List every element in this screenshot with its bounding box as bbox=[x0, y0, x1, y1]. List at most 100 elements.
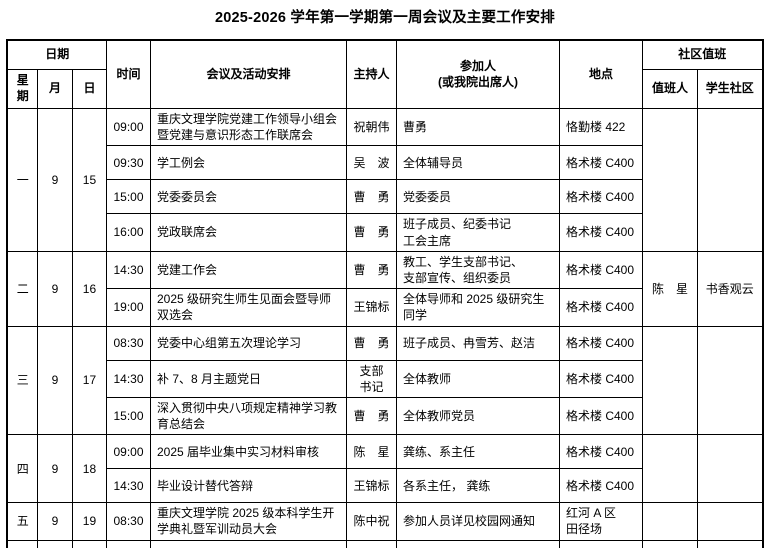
meeting-cell: 2025 级研究生师生见面会暨导师双选会 bbox=[149, 288, 347, 327]
header-weekday: 星期 bbox=[6, 69, 38, 109]
student-community-cell bbox=[696, 325, 764, 436]
table-row: 四 9 18 09:00 2025 届毕业集中实习材料审核陈 星龚练、系主任 格术楼 C4… bbox=[6, 434, 764, 504]
meeting-cell: 2025 届毕业集中实习材料审核 bbox=[149, 434, 347, 470]
month-cell: 9 bbox=[36, 325, 73, 436]
weekday-cell: 二 bbox=[6, 250, 38, 327]
participants-cell: 全体教师 bbox=[395, 359, 560, 398]
header-row-1: 日期 时间 会议及活动安排 主持人 参加人 (或我院出席人) 地点 社区值班 bbox=[6, 39, 764, 109]
meeting-cell: 学工例会 bbox=[149, 145, 347, 181]
weekday-cell: 三 bbox=[6, 325, 38, 436]
meeting-cell: 重庆文理学院 2025 级本科学生开学典礼暨军训动员大会 bbox=[149, 502, 347, 541]
weekday-cell: 一 bbox=[6, 108, 38, 252]
time-cell: 19:00 bbox=[105, 288, 151, 327]
table-row: 二 9 16 14:30 党建工作会曹 勇教工、学生支部书记、 支部宣传、组织委员 格术楼… bbox=[6, 250, 764, 327]
time-cell: 08:30 bbox=[105, 325, 151, 361]
meeting-cell bbox=[149, 539, 347, 548]
header-month: 月 bbox=[36, 69, 73, 109]
schedule-table: 日期 时间 会议及活动安排 主持人 参加人 (或我院出席人) 地点 社区值班 星… bbox=[6, 39, 764, 548]
weekday-cell: 四 bbox=[6, 434, 38, 504]
student-community-cell: 书香观云 bbox=[696, 250, 764, 327]
time-cell: 14:30 bbox=[105, 359, 151, 398]
table-row: 14:30 补 7、8 月主题党日 支部 书记 全体教师 格术楼 C400 bbox=[7, 359, 762, 398]
header-duty-person: 值班人 bbox=[641, 69, 698, 109]
table-row: 15:00 深入贯彻中央八项规定精神学习教育总结会曹 勇全体教师党员 格术楼 C40… bbox=[7, 396, 762, 436]
month-cell: 9 bbox=[36, 250, 73, 327]
location-cell: 格术楼 C400 bbox=[558, 213, 643, 252]
month-cell: 9 bbox=[36, 539, 73, 548]
participants-cell: 各系主任， 龚练 bbox=[395, 468, 560, 504]
time-cell: 09:30 bbox=[105, 145, 151, 181]
host-cell: 祝朝伟 bbox=[345, 107, 397, 147]
table-row: 日921 彭瑶书香观云 bbox=[6, 539, 764, 548]
participants-cell: 班子成员、纪委书记 工会主席 bbox=[395, 213, 560, 252]
table-row: 五 9 19 08:30 重庆文理学院 2025 级本科学生开学典礼暨军训动员大会 陈中祝… bbox=[6, 502, 764, 541]
location-cell: 格术楼 C400 bbox=[558, 468, 643, 504]
student-community-cell: 书香观云 bbox=[696, 539, 764, 548]
day-cell: 16 bbox=[71, 250, 107, 327]
day-cell: 18 bbox=[71, 434, 107, 504]
meeting-cell: 重庆文理学院党建工作领导小组会暨党建与意识形态工作联席会 bbox=[149, 107, 347, 147]
location-cell: 格术楼 C400 bbox=[558, 145, 643, 181]
meeting-cell: 党委中心组第五次理论学习 bbox=[149, 325, 347, 361]
time-cell: 14:30 bbox=[105, 250, 151, 290]
header-meeting: 会议及活动安排 bbox=[149, 39, 347, 109]
meeting-cell: 党建工作会 bbox=[149, 250, 347, 290]
month-cell: 9 bbox=[36, 502, 73, 541]
meeting-cell: 党政联席会 bbox=[149, 213, 347, 252]
header-time: 时间 bbox=[105, 39, 151, 109]
host-cell: 王锦标 bbox=[345, 468, 397, 504]
participants-cell: 教工、学生支部书记、 支部宣传、组织委员 bbox=[395, 250, 560, 290]
location-cell: 恪勤楼 422 bbox=[558, 107, 643, 147]
student-community-cell bbox=[696, 502, 764, 541]
host-cell: 曹 勇 bbox=[345, 213, 397, 252]
time-cell: 09:00 bbox=[105, 434, 151, 470]
duty-person-cell bbox=[641, 434, 698, 504]
location-cell: 格术楼 C400 bbox=[558, 434, 643, 470]
meeting-cell: 毕业设计替代答辩 bbox=[149, 468, 347, 504]
day-cell: 17 bbox=[71, 325, 107, 436]
duty-person-cell: 彭瑶 bbox=[641, 539, 698, 548]
student-community-cell bbox=[696, 108, 764, 252]
location-cell: 格术楼 C400 bbox=[558, 179, 643, 215]
participants-cell: 班子成员、冉雪芳、赵洁 bbox=[395, 325, 560, 361]
time-cell: 09:00 bbox=[105, 107, 151, 147]
table-row: 16:00 党政联席会曹 勇班子成员、纪委书记 工会主席 格术楼 C400 bbox=[7, 213, 762, 252]
day-cell: 19 bbox=[71, 502, 107, 541]
host-cell: 吴 波 bbox=[345, 145, 397, 181]
header-participants: 参加人 (或我院出席人) bbox=[395, 39, 560, 109]
duty-person-cell: 陈 星 bbox=[641, 250, 698, 327]
host-cell: 曹 勇 bbox=[345, 250, 397, 290]
participants-cell: 龚练、系主任 bbox=[395, 434, 560, 470]
weekday-cell: 日 bbox=[6, 539, 38, 548]
participants-cell: 全体教师党员 bbox=[395, 396, 560, 436]
duty-person-cell bbox=[641, 325, 698, 436]
host-cell: 曹 勇 bbox=[345, 325, 397, 361]
table-row: 三 9 17 08:30 党委中心组第五次理论学习曹 勇班子成员、冉雪芳、赵洁 格术楼 C… bbox=[6, 325, 764, 436]
location-cell: 格术楼 C400 bbox=[558, 288, 643, 327]
time-cell: 15:00 bbox=[105, 179, 151, 215]
header-community-duty: 社区值班 bbox=[641, 39, 764, 70]
table-header: 日期 时间 会议及活动安排 主持人 参加人 (或我院出席人) 地点 社区值班 星… bbox=[6, 39, 764, 109]
host-cell: 支部 书记 bbox=[345, 359, 397, 398]
location-cell: 格术楼 C400 bbox=[558, 396, 643, 436]
table-row: 一 9 15 09:00 重庆文理学院党建工作领导小组会暨党建与意识形态工作联席会 祝朝伟… bbox=[6, 107, 764, 252]
participants-cell: 参加人员详见校园网通知 bbox=[395, 502, 560, 541]
schedule-body: 一 9 15 09:00 重庆文理学院党建工作领导小组会暨党建与意识形态工作联席会 祝朝伟… bbox=[6, 107, 764, 548]
table-row: 19:00 2025 级研究生师生见面会暨导师双选会 王锦标 全体导师和 2025 级… bbox=[7, 288, 762, 327]
header-student-community: 学生社区 bbox=[696, 69, 764, 109]
student-community-cell bbox=[696, 434, 764, 504]
month-cell: 9 bbox=[36, 108, 73, 252]
location-cell: 格术楼 C400 bbox=[558, 325, 643, 361]
time-cell: 15:00 bbox=[105, 396, 151, 436]
meeting-cell: 党委委员会 bbox=[149, 179, 347, 215]
location-cell: 红河 A 区 田径场 bbox=[558, 502, 643, 541]
location-cell bbox=[558, 539, 643, 548]
time-cell: 16:00 bbox=[105, 213, 151, 252]
location-cell: 格术楼 C400 bbox=[558, 250, 643, 290]
location-cell: 格术楼 C400 bbox=[558, 359, 643, 398]
table-row: 09:30 学工例会吴 波全体辅导员 格术楼 C400 bbox=[7, 145, 762, 181]
header-host: 主持人 bbox=[345, 39, 397, 109]
host-cell bbox=[345, 539, 397, 548]
host-cell: 王锦标 bbox=[345, 288, 397, 327]
day-cell: 15 bbox=[71, 108, 107, 252]
